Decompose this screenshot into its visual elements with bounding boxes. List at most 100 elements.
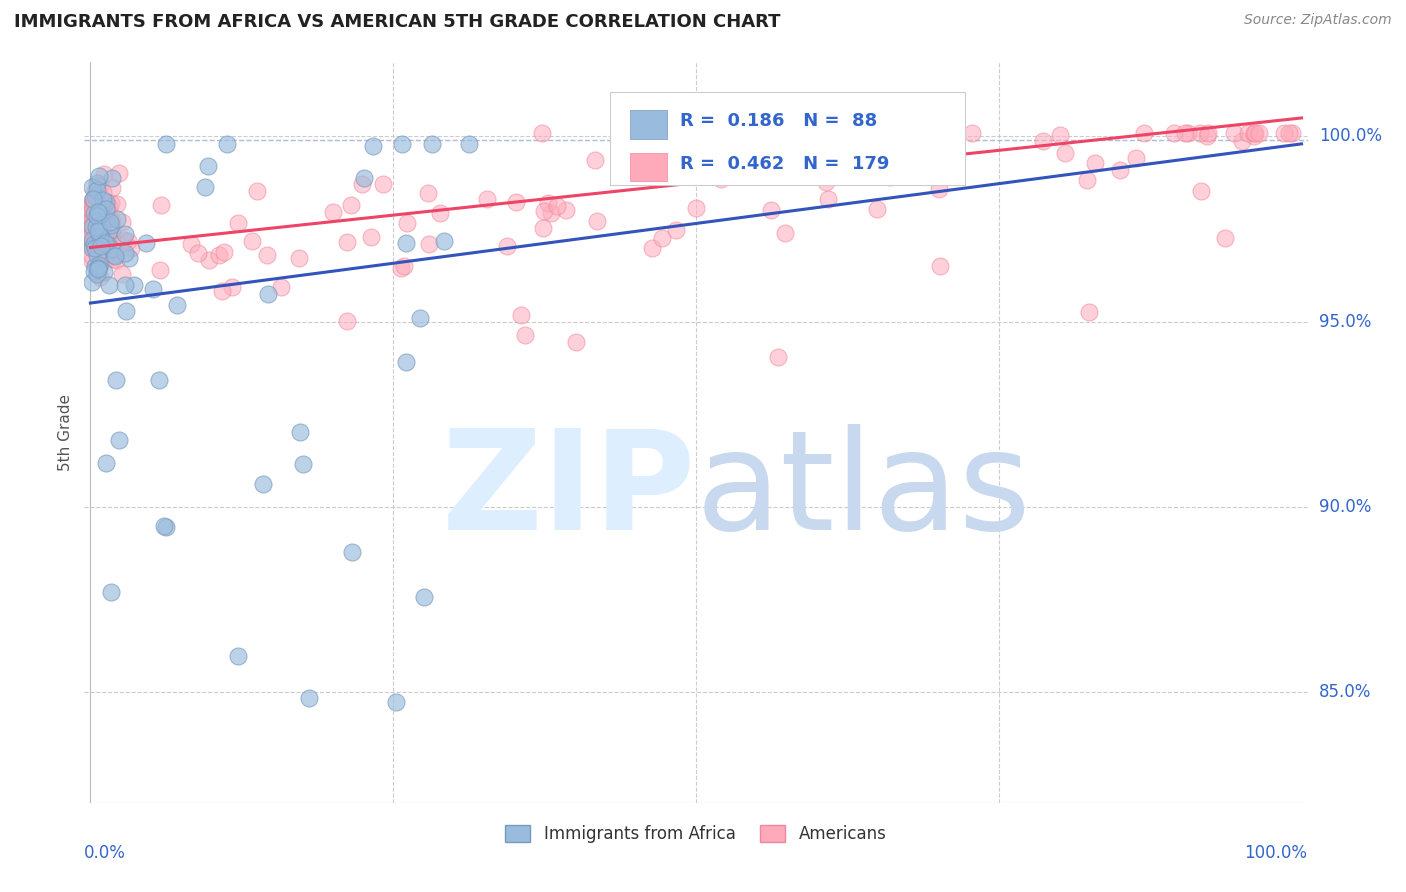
Point (759, 203, 782, 218)
Point (82, 211, 104, 226)
Point (87, 224, 110, 238)
Point (80, 219, 103, 234)
Point (83, 240, 105, 254)
Point (82, 226, 104, 240)
Point (80, 193, 103, 207)
Point (84, 241, 107, 255)
Point (105, 252, 128, 267)
Point (696, 147, 718, 161)
Point (651, 231, 673, 245)
Point (166, 298, 188, 312)
Point (1223, 126, 1246, 140)
Point (817, 192, 839, 206)
Point (416, 186, 439, 201)
Point (83, 184, 105, 198)
Point (82, 194, 104, 208)
Point (87, 221, 110, 235)
Text: 0.0%: 0.0% (84, 845, 127, 863)
Point (91, 207, 114, 221)
Point (1077, 304, 1099, 318)
Point (82, 197, 104, 211)
Text: 95.0%: 95.0% (1319, 312, 1371, 331)
Point (1249, 126, 1271, 140)
Point (87, 219, 110, 233)
Point (371, 178, 394, 192)
Point (94, 212, 117, 227)
FancyBboxPatch shape (630, 111, 666, 139)
Point (149, 263, 172, 277)
Point (80, 227, 103, 242)
Point (91, 214, 114, 228)
Point (87, 260, 110, 275)
Point (101, 252, 124, 266)
Point (1125, 151, 1147, 165)
Point (723, 156, 745, 170)
Point (90, 239, 112, 253)
Text: ZIP: ZIP (441, 425, 696, 559)
Point (80, 219, 103, 234)
Point (101, 181, 124, 195)
Point (1133, 126, 1156, 140)
Point (80, 218, 103, 232)
Point (84, 225, 107, 239)
Point (418, 237, 440, 252)
Point (84, 232, 107, 246)
Point (83, 236, 105, 251)
Point (665, 223, 688, 237)
Point (80, 234, 103, 248)
Point (1076, 173, 1098, 187)
Point (142, 282, 165, 296)
Point (83, 205, 105, 219)
Point (433, 234, 456, 248)
Point (91, 193, 114, 207)
Point (409, 311, 432, 326)
Point (1163, 126, 1185, 140)
Point (100, 242, 122, 256)
Point (96, 194, 118, 209)
Point (879, 170, 901, 185)
Point (676, 149, 699, 163)
Text: R =  0.462   N =  179: R = 0.462 N = 179 (681, 155, 890, 173)
Point (515, 327, 537, 342)
Point (385, 694, 408, 708)
FancyBboxPatch shape (630, 153, 666, 181)
Point (780, 151, 803, 165)
Point (87, 215, 110, 229)
Point (110, 267, 132, 281)
Point (153, 519, 176, 533)
Point (96, 237, 118, 252)
Point (105, 212, 128, 227)
Point (122, 277, 145, 292)
Point (240, 234, 263, 248)
Point (496, 238, 519, 252)
Point (586, 214, 609, 228)
Point (84, 211, 107, 226)
Point (420, 136, 443, 151)
Point (391, 136, 413, 151)
Point (83, 227, 105, 242)
Point (1174, 126, 1197, 140)
Point (84, 259, 107, 273)
Point (246, 185, 269, 199)
Point (115, 304, 138, 318)
Point (100, 585, 122, 599)
Point (1213, 231, 1236, 245)
Point (540, 206, 562, 220)
Point (211, 284, 233, 298)
Point (510, 308, 533, 322)
Point (89, 260, 111, 274)
Point (112, 233, 135, 247)
Point (155, 520, 177, 534)
Point (1177, 126, 1199, 140)
Point (89, 169, 111, 183)
Point (86, 247, 108, 261)
Point (82, 201, 104, 215)
Point (1084, 155, 1107, 169)
Point (86, 227, 108, 242)
Point (93, 213, 115, 227)
Point (84, 240, 107, 254)
Point (82, 180, 104, 194)
Point (83, 211, 105, 225)
Point (194, 180, 217, 194)
Point (93, 265, 115, 279)
